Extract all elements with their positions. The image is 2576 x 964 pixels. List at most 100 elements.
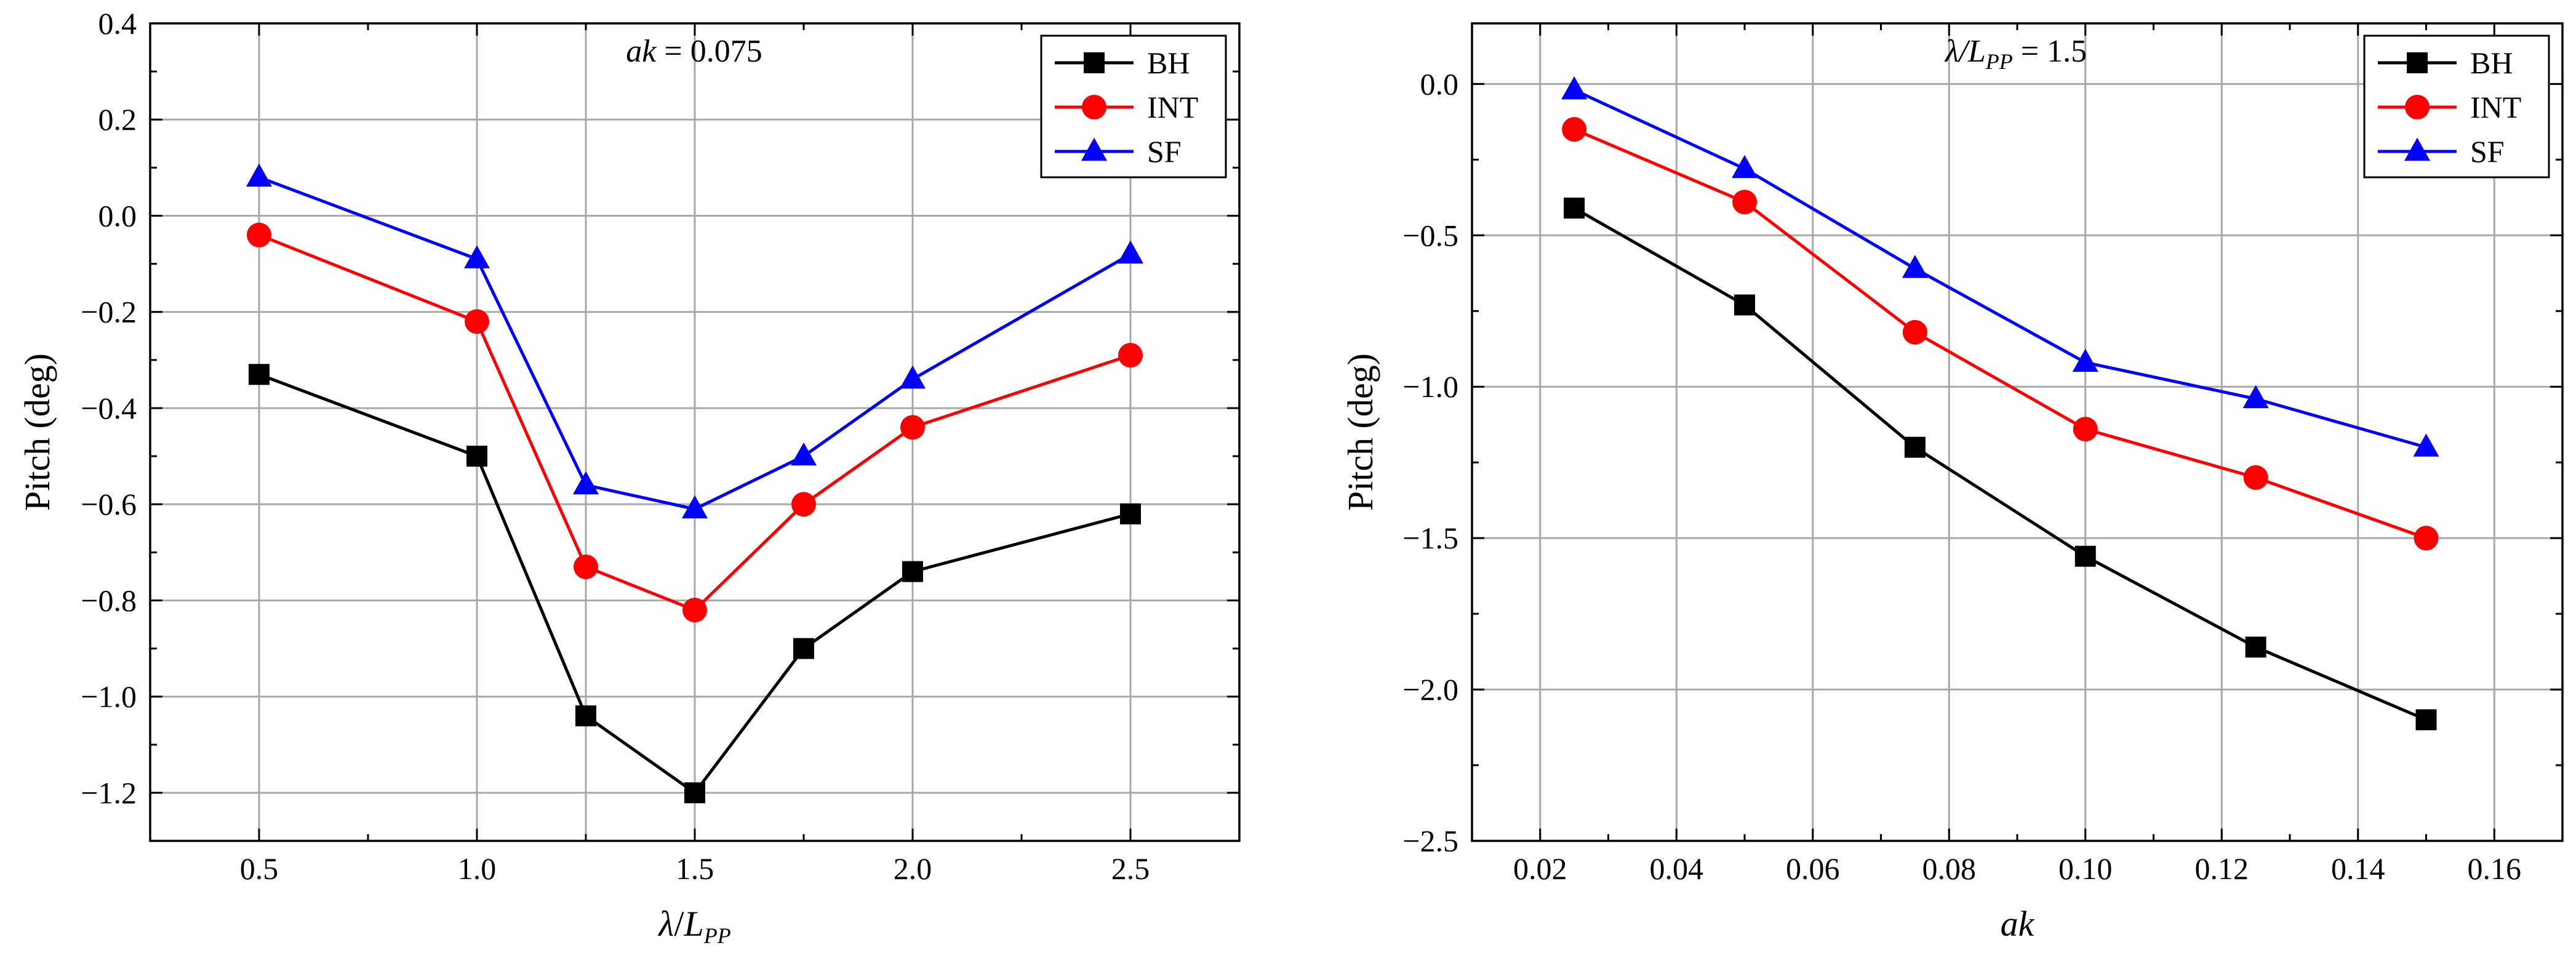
y-tick-label: −1.2: [81, 776, 137, 810]
data-point-sf: [791, 442, 817, 466]
data-point-sf: [2413, 433, 2439, 457]
x-axis-label-part-0: ak: [2001, 904, 2035, 944]
series-sf: [246, 163, 1143, 519]
series-bh: [249, 364, 1141, 803]
chart-panel-2: 0.02 0.04 0.06 0.08 0.10 0.12 0.14 0.16 0.0 −0.5 −…: [1340, 22, 2564, 944]
data-point-int: [1902, 319, 1927, 345]
y-tick-label: −0.2: [81, 295, 137, 329]
data-point-sf: [682, 495, 708, 519]
series-line-bh: [1573, 206, 2427, 721]
y-tick-label: −0.6: [81, 487, 137, 521]
data-point-sf: [2242, 385, 2269, 409]
series-line-sf: [1574, 88, 2427, 449]
data-point-int: [247, 222, 271, 247]
condition-annotation-part-1: = 0.075: [656, 34, 762, 69]
data-point-int: [465, 309, 489, 334]
data-point-bh: [1120, 503, 1141, 524]
legend-marker-int: [1082, 95, 1106, 119]
data-point-bh: [249, 364, 270, 385]
y-tick-label: 0.0: [1420, 66, 1459, 101]
legend: BH INT SF: [1040, 34, 1227, 179]
data-point-sf: [1732, 155, 1758, 179]
legend-marker-sf: [2404, 137, 2430, 161]
data-point-int: [1118, 343, 1143, 368]
x-axis-label-part-2: L: [684, 904, 704, 944]
data-point-bh: [1904, 436, 1926, 458]
y-tick-label: −0.4: [81, 391, 137, 425]
series-int: [1562, 117, 2439, 551]
x-axis-label: λ/LPP: [657, 904, 731, 948]
condition-annotation: λ/LPP = 1.5: [1944, 34, 2087, 74]
ticks: [149, 22, 1241, 842]
x-tick-label: 0.04: [1650, 851, 1704, 886]
legend-label-sf: SF: [1147, 134, 1182, 169]
condition-annotation: ak = 0.075: [626, 34, 762, 69]
x-tick-label: 0.08: [1922, 851, 1977, 886]
x-tick-label: 1.0: [458, 851, 497, 886]
y-tick-label: −0.8: [81, 583, 137, 617]
data-point-bh: [684, 782, 705, 803]
legend-label-int: INT: [1147, 90, 1198, 124]
x-tick-label: 0.16: [2468, 851, 2522, 886]
data-point-int: [1732, 190, 1757, 215]
legend-label-int: INT: [2470, 90, 2521, 124]
y-axis-label: Pitch (deg): [17, 353, 57, 511]
ticks: [1471, 23, 2564, 842]
condition-annotation-part-0: λ/L: [1944, 34, 1986, 69]
x-tick-label: 1.5: [676, 851, 714, 886]
data-point-int: [1562, 117, 1587, 142]
y-tick-label: 0.2: [98, 102, 137, 137]
data-point-sf: [900, 365, 926, 389]
data-point-bh: [1564, 198, 1585, 219]
data-point-bh: [902, 561, 923, 582]
legend: BH INT SF: [2363, 34, 2550, 179]
data-point-sf: [2072, 348, 2098, 372]
data-point-sf: [1118, 240, 1143, 264]
y-tick-label: −2.0: [1402, 672, 1458, 707]
data-point-bh: [466, 446, 487, 467]
data-point-sf: [1561, 76, 1588, 100]
series-int: [247, 222, 1143, 623]
data-point-bh: [2245, 637, 2266, 658]
x-tick-label: 0.10: [2058, 851, 2113, 886]
y-tick-label: −0.5: [1402, 218, 1458, 252]
series-bh: [1564, 198, 2437, 731]
data-point-sf: [1902, 255, 1928, 278]
y-tick-label: −1.5: [1402, 521, 1458, 555]
y-tick-label: 0.4: [98, 6, 137, 41]
legend-marker-bh: [2407, 52, 2428, 73]
y-tick-label: 0.0: [98, 198, 137, 233]
data-point-int: [2243, 465, 2268, 490]
condition-annotation-part-0: ak: [626, 34, 657, 69]
data-point-int: [900, 415, 925, 440]
y-axis-label: Pitch (deg): [1340, 353, 1380, 511]
legend-label-sf: SF: [2470, 134, 2505, 169]
y-tick-label: −2.5: [1402, 824, 1458, 858]
x-tick-label: 2.0: [894, 851, 932, 886]
data-point-int: [791, 492, 816, 517]
x-tick-label: 0.14: [2331, 851, 2385, 886]
x-tick-label: 0.5: [240, 851, 279, 886]
condition-annotation-part-2: = 1.5: [2013, 34, 2087, 69]
data-point-bh: [793, 638, 814, 659]
chart-panel-1: 0.5 1.0 1.5 2.0 2.5 0.4 0.2 0.0 −0.2 −0.4 −0.6 −0.8…: [17, 6, 1241, 948]
legend-marker-bh: [1084, 52, 1105, 73]
legend-label-bh: BH: [1147, 46, 1190, 80]
data-point-bh: [575, 705, 596, 726]
x-tick-label: 0.02: [1513, 851, 1567, 886]
data-point-sf: [246, 163, 272, 187]
legend-marker-sf: [1081, 137, 1107, 161]
condition-annotation-part-1: PP: [1985, 49, 2013, 74]
data-point-int: [682, 598, 707, 623]
legend-marker-int: [2405, 95, 2430, 119]
data-point-sf: [464, 245, 490, 268]
data-point-int: [2414, 526, 2439, 551]
y-tick-label: −1.0: [81, 680, 137, 714]
series-line-int: [1574, 127, 2427, 540]
series-sf: [1561, 76, 2439, 457]
data-point-int: [574, 554, 598, 579]
x-axis-label: ak: [2001, 904, 2035, 944]
data-point-sf: [573, 471, 599, 495]
x-axis-label-part-3: PP: [703, 923, 731, 948]
